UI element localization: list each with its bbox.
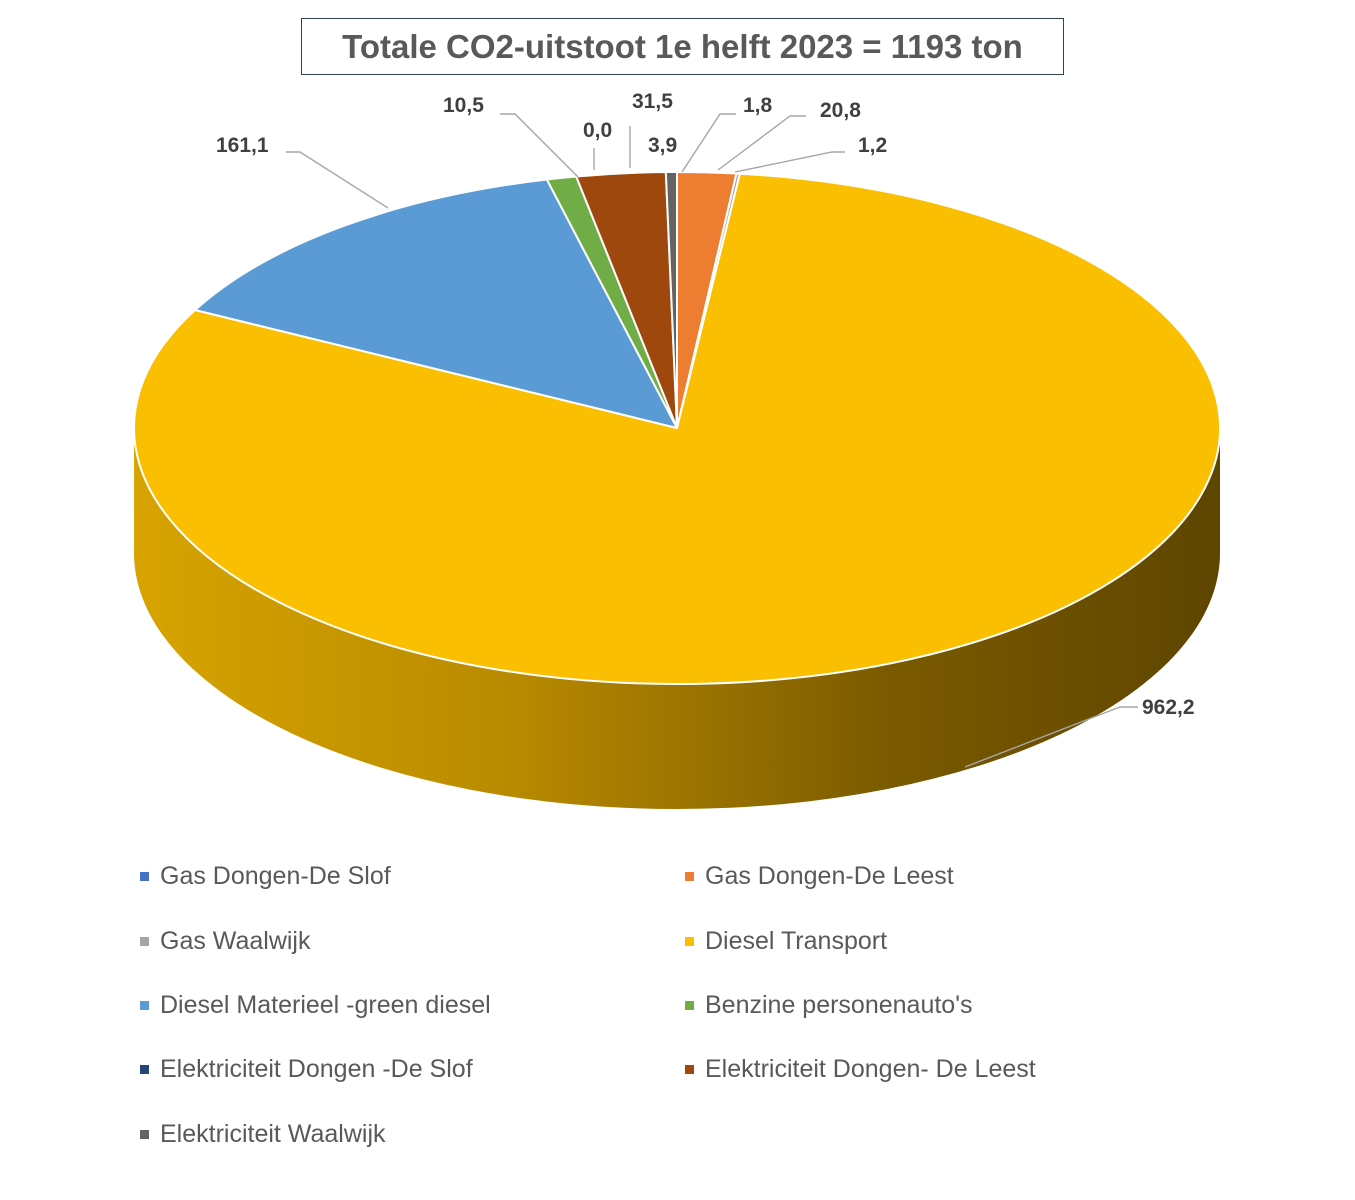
legend-swatch: [685, 937, 694, 946]
legend-label: Diesel Materieel -green diesel: [160, 991, 491, 1019]
legend-swatch: [685, 1065, 694, 1074]
legend-label: Gas Waalwijk: [160, 927, 311, 955]
data-label-diesel-materieel-green-diesel: 161,1: [216, 134, 269, 157]
legend-label: Gas Dongen-De Leest: [705, 862, 954, 890]
legend-item-gas-dongen-de-leest: Gas Dongen-De Leest: [685, 862, 954, 891]
data-label-extra-1-8: 1,8: [743, 94, 773, 117]
legend-item-gas-waalwijk: Gas Waalwijk: [140, 927, 311, 956]
legend-item-elektriciteit-dongen-de-slof: Elektriciteit Dongen -De Slof: [140, 1055, 473, 1084]
legend-label: Benzine personenauto's: [705, 991, 973, 1019]
legend-item-diesel-transport: Diesel Transport: [685, 927, 887, 956]
data-label-elektriciteit-dongen-de-slof: 0,0: [583, 119, 612, 142]
legend-label: Elektriciteit Dongen -De Slof: [160, 1055, 473, 1083]
legend-swatch: [685, 872, 694, 881]
data-label-elektriciteit-waalwijk: 3,9: [648, 134, 677, 157]
legend-swatch: [140, 1065, 149, 1074]
data-label-diesel-transport: 962,2: [1142, 696, 1195, 719]
legend-item-elektriciteit-waalwijk: Elektriciteit Waalwijk: [140, 1120, 386, 1149]
legend-swatch: [140, 1130, 149, 1139]
data-label-gas-dongen-de-leest: 20,8: [820, 99, 861, 122]
leader-line-benzine-personenauto-s: [500, 113, 579, 178]
legend-item-benzine-personenauto-s: Benzine personenauto's: [685, 991, 972, 1020]
legend-label: Elektriciteit Waalwijk: [160, 1120, 386, 1148]
data-label-elektriciteit-dongen-de-leest: 31,5: [632, 90, 673, 113]
legend-label: Elektriciteit Dongen- De Leest: [705, 1055, 1036, 1083]
legend-item-gas-dongen-de-slof: Gas Dongen-De Slof: [140, 862, 391, 891]
legend-label: Gas Dongen-De Slof: [160, 862, 391, 890]
pie-slice-elektriciteit-waalwijk: [664, 170, 678, 429]
pie-slice-diesel-materieel-green-diesel: [194, 178, 678, 429]
data-label-gas-waalwijk: 1,2: [858, 134, 887, 157]
leader-line-diesel-materieel-green-diesel: [286, 151, 389, 209]
leader-line-gas-dongen-de-leest: [717, 115, 806, 171]
pie-side-diesel-transport: [134, 428, 1220, 809]
leader-line-diesel-transport: [964, 706, 1138, 768]
legend-swatch: [140, 1001, 149, 1010]
chart-title-box: Totale CO2-uitstoot 1e helft 2023 = 1193…: [301, 18, 1064, 75]
pie-chart: 20,8 1,2 962,2 161,1 10,5 0,0 31,5 3,9 1,8: [133, 90, 1221, 809]
legend-swatch: [140, 872, 149, 881]
legend-item-diesel-materieel-green-diesel: Diesel Materieel -green diesel: [140, 991, 491, 1020]
legend-swatch: [140, 937, 149, 946]
chart-title: Totale CO2-uitstoot 1e helft 2023 = 1193…: [342, 27, 1023, 65]
leader-line-extra-1-8: [681, 113, 736, 173]
legend-label: Diesel Transport: [705, 927, 888, 955]
legend-swatch: [685, 1001, 694, 1010]
data-label-benzine-personenauto-s: 10,5: [443, 94, 484, 117]
legend-item-elektriciteit-dongen-de-leest: Elektriciteit Dongen- De Leest: [685, 1055, 1036, 1084]
leader-line-gas-waalwijk: [734, 151, 845, 173]
